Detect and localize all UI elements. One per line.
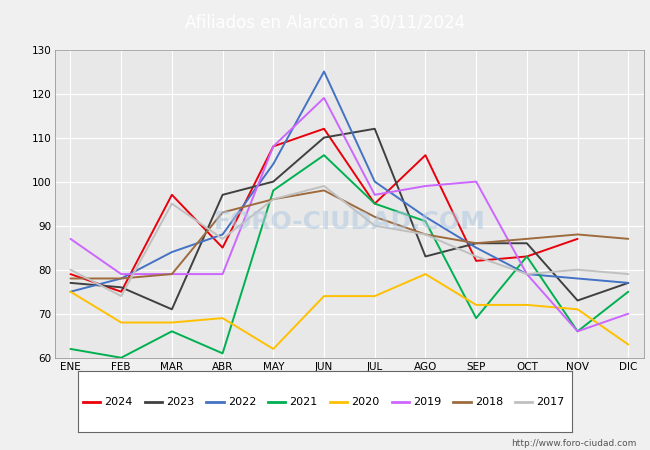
Text: 2019: 2019 <box>413 396 441 407</box>
Text: Afiliados en Alarcón a 30/11/2024: Afiliados en Alarcón a 30/11/2024 <box>185 14 465 33</box>
Text: 2024: 2024 <box>104 396 133 407</box>
Text: FORO-CIUDAD.COM: FORO-CIUDAD.COM <box>213 210 486 234</box>
Text: 2021: 2021 <box>289 396 318 407</box>
Text: http://www.foro-ciudad.com: http://www.foro-ciudad.com <box>512 439 637 448</box>
Text: 2020: 2020 <box>351 396 380 407</box>
Text: 2023: 2023 <box>166 396 194 407</box>
Text: 2018: 2018 <box>474 396 503 407</box>
Text: 2022: 2022 <box>227 396 256 407</box>
Text: 2017: 2017 <box>536 396 565 407</box>
